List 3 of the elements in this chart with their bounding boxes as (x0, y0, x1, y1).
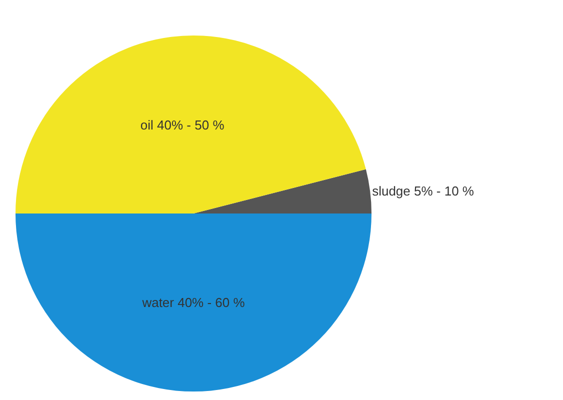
slice-label: sludge 5% - 10 % (372, 183, 474, 198)
slice-label: water 40% - 60 % (141, 295, 246, 310)
slice-label: oil 40% - 50 % (140, 118, 225, 133)
